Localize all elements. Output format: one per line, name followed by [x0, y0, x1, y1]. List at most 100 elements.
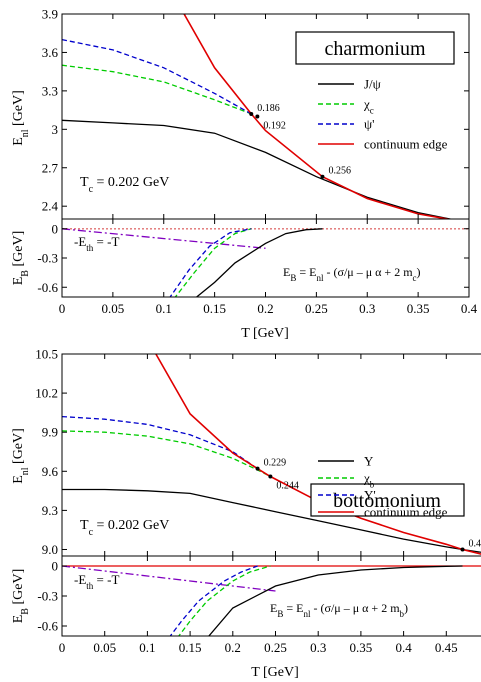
charm-binding-xtick-label: 0.2 [257, 301, 273, 316]
charm-binding-xtick-label: 0.1 [156, 301, 172, 316]
charm-binding-series-series [169, 228, 252, 297]
bottomonium-title-box [310, 483, 465, 517]
bottom-energy-ytick-label: 10.5 [35, 347, 58, 362]
bottomonium-marker-labels: 0.229 0.244 0.469 [255, 458, 481, 552]
bottom-energy-ytick-label: 9.0 [42, 542, 58, 557]
charm-binding-series-c [174, 228, 252, 297]
bottom-energy-marker-point [268, 474, 273, 479]
charmonium-xlabel: T [GeV] [241, 326, 289, 341]
bottom-binding-ytick-label: 0 [52, 559, 59, 574]
charmonium-binding-panel: 0 0.05 0.1 0.15 0.2 0.25 0.3 0.35 0.4 0 -0.3 -0.6 E… [11, 218, 478, 341]
charm-energy-legend-label-series: ψ' [364, 117, 374, 132]
bottomonium-threshold-label: -Eth = -T [74, 572, 119, 591]
charm-energy-ytick-label: 2.4 [42, 199, 59, 214]
bottomonium-binding-frame [61, 555, 481, 637]
charm-binding-xtick-label: 0.05 [102, 301, 125, 316]
bottom-energy-series-series [62, 415, 258, 470]
charm-energy-series-continuum-edge [183, 14, 452, 219]
charm-energy-series-series [62, 38, 252, 115]
bottom-binding-xtick-label: 0.1 [139, 640, 155, 655]
bottom-energy-ytick-label: 9.6 [42, 464, 59, 479]
charm-energy-ytick-label: 3.9 [42, 7, 58, 22]
charm-binding-series-e-th [62, 228, 266, 249]
bottomonium-title: bottomonium [333, 490, 441, 512]
bottom-binding-xtick-label: 0.05 [93, 640, 116, 655]
charmonium-binding-curves [62, 228, 469, 297]
charmonium-legend: J/ψ χcψ' continuum edge [318, 77, 448, 152]
charm-binding-xtick-label: 0.15 [203, 301, 226, 316]
charm-energy-marker-point [249, 111, 254, 116]
bottom-energy-marker-label: 0.229 [264, 458, 287, 469]
bottom-binding-xtick-label: 0.45 [435, 640, 458, 655]
bottom-energy-marker-label: 0.469 [469, 538, 481, 549]
bottomonium-binding-curves [62, 565, 481, 636]
charm-energy-marker-label: 0.192 [263, 121, 286, 132]
bottom-binding-xtick-label: 0 [59, 640, 66, 655]
charm-energy-legend-label-j: J/ψ [364, 77, 381, 92]
bottom-energy-legend-label-series: Υ [364, 454, 374, 469]
bottom-energy-legend-label-b: χb [363, 471, 375, 490]
bottom-binding-series-b [177, 565, 271, 636]
bottom-binding-xtick-label: 0.35 [350, 640, 373, 655]
bottomonium-energy-ticks: 9.0 9.3 9.6 9.9 10.2 10.5 [35, 347, 447, 557]
bottomonium-binding-ticks: 00.050.10.150.20.250.30.350.40.450.50-0.… [37, 556, 481, 655]
charm-binding-series-j [195, 228, 323, 297]
charm-energy-legend-label-c: χc [363, 97, 374, 116]
charmonium-binding-formula: EB = Enl - (σ/μ – μ α + 2 mc) [283, 265, 421, 283]
charmonium-tc-annotation: Tc = 0.202 GeV [80, 175, 169, 195]
bottom-energy-legend-label-series: Υ' [364, 488, 376, 503]
bottom-binding-xtick-label: 0.3 [310, 640, 326, 655]
bottom-energy-ytick-label: 10.2 [35, 386, 58, 401]
bottom-binding-series-e-th [62, 565, 276, 592]
bottom-binding-series-series [169, 565, 258, 636]
bottomonium-xlabel: T [GeV] [251, 665, 299, 680]
bottomonium-binding-formula: EB = Enl - (σ/μ – μ α + 2 mb) [270, 601, 408, 619]
bottom-binding-xtick-label: 0.15 [179, 640, 202, 655]
charm-energy-ytick-label: 3.3 [42, 83, 58, 98]
charmonium-binding-ticks: 0 0.05 0.1 0.15 0.2 0.25 0.3 0.35 0.4 0 -0.3 -0.6 [37, 219, 478, 316]
bottom-energy-series-b [62, 430, 271, 478]
charm-binding-ytick-label: 0 [52, 221, 59, 236]
charmonium-title-box [295, 31, 455, 65]
charm-binding-xtick-label: 0.3 [359, 301, 375, 316]
charm-energy-ytick-label: 3 [52, 122, 59, 137]
charm-energy-legend-label-continuum-edge: continuum edge [364, 137, 448, 152]
charm-energy-marker-label: 0.186 [257, 103, 280, 114]
bottom-energy-series-continuum-edge [155, 354, 481, 555]
charm-binding-xtick-label: 0.4 [461, 301, 478, 316]
charmonium-threshold-label: -Eth = -T [74, 234, 119, 253]
bottom-energy-marker-point [460, 547, 465, 552]
bottomonium-tc-annotation: Tc = 0.202 GeV [80, 518, 169, 538]
charm-energy-marker-label: 0.256 [328, 166, 351, 177]
charmonium-energy-curves [62, 14, 454, 219]
bottom-binding-xtick-label: 0.4 [395, 640, 412, 655]
charm-energy-series-j [62, 119, 454, 219]
charm-energy-series-c [62, 64, 252, 115]
charm-binding-xtick-label: 0.35 [407, 301, 430, 316]
charm-binding-ytick-label: -0.6 [37, 280, 58, 295]
bottomonium-binding-ylabel: EB [GeV] [11, 569, 31, 624]
bottom-energy-series-series [62, 488, 481, 553]
charm-binding-ytick-label: -0.3 [37, 251, 58, 266]
charm-energy-ytick-label: 2.7 [42, 160, 59, 175]
charmonium-energy-ticks: 2.4 2.7 3 3.3 3.6 3.9 [42, 7, 470, 219]
bottom-binding-xtick-label: 0.25 [264, 640, 287, 655]
charmonium-marker-labels: 0.186 0.192 0.256 [249, 103, 351, 179]
charm-energy-ytick-label: 3.6 [42, 45, 59, 60]
bottom-energy-ytick-label: 9.3 [42, 503, 58, 518]
bottomonium-binding-panel: 00.050.10.150.20.250.30.350.40.450.50-0.… [11, 555, 481, 680]
bottom-energy-ytick-label: 9.9 [42, 425, 58, 440]
charmonium-binding-ylabel: EB [GeV] [11, 231, 31, 286]
charmonium-energy-ylabel: Enl [GeV] [11, 90, 31, 146]
bottom-binding-series-series [208, 565, 463, 636]
charmonium-title: charmonium [324, 38, 426, 60]
bottom-energy-marker-label: 0.244 [276, 481, 299, 492]
bottom-binding-ytick-label: -0.3 [37, 589, 58, 604]
bottomonium-energy-ylabel: Enl [GeV] [11, 428, 31, 484]
bottom-energy-marker-point [255, 466, 260, 471]
charmonium-energy-panel: 2.4 2.7 3 3.3 3.6 3.9 Enl [GeV] charmonium J/… [11, 7, 470, 220]
bottom-energy-legend-label-continuum-edge: continuum edge [364, 505, 448, 520]
charm-energy-marker-point [320, 174, 325, 179]
